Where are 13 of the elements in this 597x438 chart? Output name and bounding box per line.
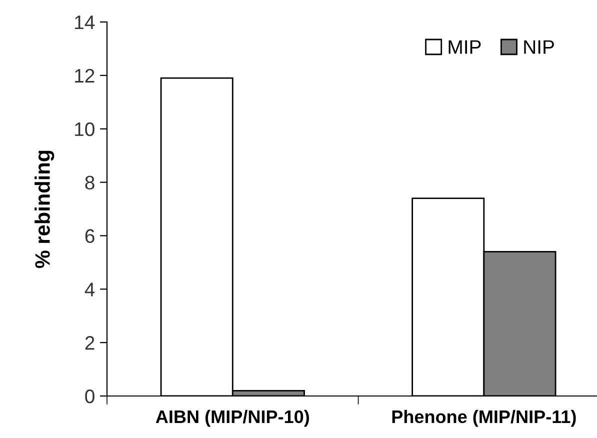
y-tick-label: 0 bbox=[85, 389, 94, 404]
legend-label: NIP bbox=[524, 40, 554, 54]
y-tick-label: 14 bbox=[75, 16, 95, 30]
y-tick-label: 8 bbox=[85, 176, 94, 190]
x-tick-label: Phenone (MIP/NIP-11) bbox=[392, 410, 576, 427]
y-tick-label: 4 bbox=[84, 282, 95, 296]
legend-label: MIP bbox=[448, 40, 481, 54]
y-tick-label: 2 bbox=[85, 336, 94, 350]
y-tick-label: 12 bbox=[75, 68, 94, 82]
y-tick-label: 6 bbox=[85, 229, 94, 243]
y-tick-label: 10 bbox=[75, 122, 94, 136]
y-axis-title: % rebinding bbox=[34, 150, 54, 268]
x-tick-label: AIBN (MIP/NIP-10) bbox=[156, 410, 309, 427]
